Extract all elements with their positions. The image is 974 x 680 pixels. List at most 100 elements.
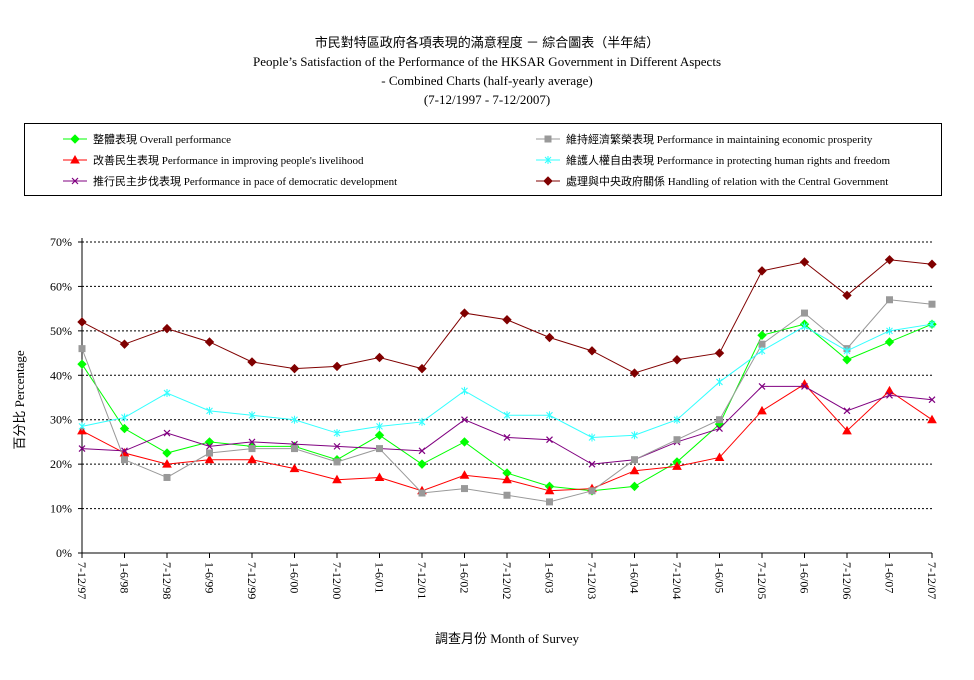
x-tick-label: 1-6/02 (458, 562, 472, 593)
data-point (78, 422, 86, 431)
data-point (418, 489, 426, 497)
y-tick-label: 30% (50, 413, 72, 427)
y-tick-label: 70% (50, 235, 72, 249)
x-tick-label: 1-6/98 (118, 562, 132, 593)
data-point (799, 257, 810, 267)
data-point (546, 436, 553, 444)
data-point (544, 485, 555, 495)
data-point (842, 425, 852, 435)
data-point (502, 474, 512, 484)
x-tick-label: 7-12/00 (330, 562, 344, 599)
data-point (631, 456, 638, 464)
data-point (206, 442, 213, 450)
series (78, 296, 936, 506)
data-point (757, 330, 767, 341)
data-point (461, 416, 468, 424)
y-axis-title: 百分比 Percentage (12, 350, 27, 450)
x-tick-label: 1-6/04 (628, 562, 642, 593)
legend-label: 維護人權自由表現 Performance in protecting human… (566, 155, 891, 167)
data-point (418, 417, 426, 426)
series (77, 319, 937, 496)
legend-item: 維持經濟繁榮表現 Performance in maintaining econ… (536, 130, 872, 148)
legend-item: 改善民生表現 Performance in improving people's… (63, 151, 364, 169)
data-point (842, 290, 852, 301)
data-point (374, 352, 385, 363)
data-point (843, 407, 851, 415)
title-english: People’s Satisfaction of the Performance… (252, 54, 721, 69)
data-point (333, 429, 341, 438)
data-point (928, 320, 936, 329)
data-point (886, 296, 893, 304)
data-point (374, 472, 385, 481)
x-tick-label: 7-12/04 (670, 562, 684, 599)
data-point (78, 445, 86, 453)
data-point (588, 433, 596, 442)
legend-label: 維持經濟繁榮表現 Performance in maintaining econ… (566, 134, 873, 146)
data-point (631, 431, 638, 440)
data-point (673, 436, 681, 444)
data-point (672, 461, 682, 470)
legend-item: 處理與中央政府關係 Handling of relation with the … (536, 172, 888, 190)
legend-item: 推行民主步伐表現 Performance in pace of democrat… (63, 172, 397, 190)
legend-item: 整體表現 Overall performance (63, 130, 231, 148)
data-point (418, 447, 426, 455)
data-point (461, 485, 468, 493)
data-point (801, 309, 808, 317)
data-point (374, 430, 385, 440)
legend-label: 推行民主步伐表現 Performance in pace of democrat… (93, 176, 398, 188)
data-point (417, 363, 427, 374)
data-point (716, 425, 723, 433)
data-point (291, 445, 298, 453)
data-point (884, 385, 895, 395)
x-tick-label: 1-6/03 (543, 562, 557, 593)
data-point (757, 266, 767, 276)
data-point (247, 454, 257, 464)
data-point (884, 337, 895, 347)
data-point (543, 176, 553, 186)
data-point (544, 135, 552, 143)
data-point (333, 458, 341, 466)
data-point (204, 454, 215, 464)
data-point (206, 406, 213, 415)
data-point (546, 498, 553, 506)
data-point (544, 332, 555, 343)
x-tick-label: 7-12/98 (160, 562, 174, 599)
data-point (842, 355, 852, 365)
data-point (247, 357, 257, 367)
data-point (927, 259, 937, 269)
data-point (163, 429, 171, 437)
x-tick-label: 1-6/06 (798, 562, 812, 593)
legend: 整體表現 Overall performance 改善民生表現 Performan… (24, 123, 942, 196)
data-point (716, 416, 723, 424)
data-point (716, 377, 723, 386)
data-point (502, 315, 512, 325)
data-point (162, 459, 172, 468)
data-point (77, 317, 87, 327)
data-point (459, 470, 470, 479)
data-point (758, 346, 766, 355)
data-point (714, 348, 725, 358)
data-point (119, 339, 130, 349)
legend-swatch (536, 156, 560, 164)
data-point (70, 155, 80, 164)
data-point (459, 308, 470, 318)
x-tick-label: 7-12/05 (755, 562, 769, 599)
data-point (886, 391, 893, 399)
data-point (332, 361, 342, 372)
legend-label: 處理與中央政府關係 Handling of relation with the … (566, 176, 889, 188)
data-point (758, 382, 766, 390)
series (77, 379, 937, 495)
data-point (204, 437, 215, 447)
data-point (714, 452, 725, 461)
data-point (801, 322, 808, 331)
title-chinese: 市民對特區政府各項表現的滿意程度 － 綜合圖表（半年結） (314, 35, 660, 50)
data-point (162, 323, 172, 334)
y-tick-label: 0% (56, 546, 72, 560)
data-point (121, 447, 128, 455)
series (77, 255, 937, 378)
data-point (629, 368, 640, 378)
data-point (886, 326, 893, 335)
x-tick-label: 1-6/00 (288, 562, 302, 593)
data-point (843, 346, 851, 355)
